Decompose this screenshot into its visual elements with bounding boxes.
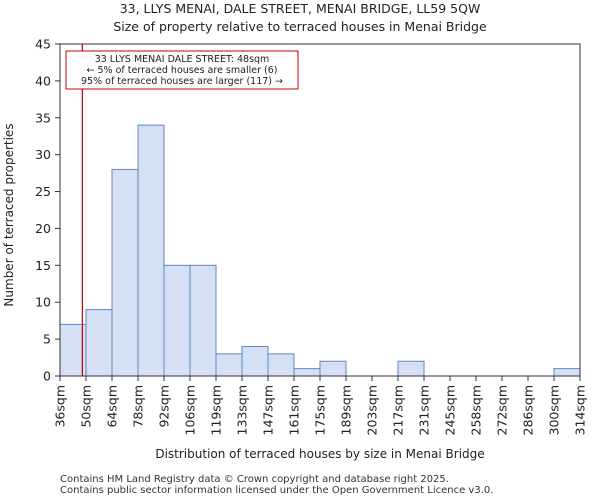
- x-tick-label-189sqm: 189sqm: [339, 385, 354, 435]
- x-axis: 36sqm 50sqm 64sqm 78sqm 92sqm 106sqm 119sqm 133…: [53, 376, 588, 435]
- x-tick-label-92sqm: 92sqm: [157, 385, 172, 428]
- y-axis: 0 5 10 15 20 25 30 35 40 45: [35, 37, 60, 384]
- chart-title: 33, LLYS MENAI, DALE STREET, MENAI BRIDG…: [120, 1, 481, 16]
- x-axis-label: Distribution of terraced houses by size …: [155, 447, 484, 461]
- chart-subtitle: Size of property relative to terraced ho…: [113, 19, 487, 34]
- x-tick-label-147sqm: 147sqm: [261, 385, 276, 435]
- x-tick-label-203sqm: 203sqm: [365, 385, 380, 435]
- bar-106sqm: [189, 264, 217, 377]
- bar-78sqm: [137, 124, 165, 377]
- x-tick-label-217sqm: 217sqm: [391, 385, 406, 435]
- annotation-line-2: ← 5% of terraced houses are smaller (6): [87, 65, 278, 76]
- y-tick-label-15: 15: [35, 258, 51, 273]
- x-tick-label-258sqm: 258sqm: [469, 385, 484, 435]
- x-tick-label-161sqm: 161sqm: [287, 385, 302, 435]
- y-tick-label-10: 10: [35, 295, 51, 310]
- bar-161sqm: [293, 368, 321, 377]
- x-tick-label-175sqm: 175sqm: [313, 385, 328, 435]
- plot-frame: [59, 43, 581, 377]
- footer-line-1: Contains HM Land Registry data © Crown c…: [60, 474, 449, 485]
- y-axis-label: Number of terraced properties: [2, 123, 16, 306]
- bars-group: [59, 124, 581, 377]
- annotation-frame: [65, 50, 299, 90]
- x-tick-label-300sqm: 300sqm: [547, 385, 562, 435]
- x-tick-label-78sqm: 78sqm: [131, 385, 146, 428]
- annotation-line-1: 33 LLYS MENAI DALE STREET: 48sqm: [95, 54, 270, 65]
- bar-147sqm: [267, 353, 295, 377]
- bar-133sqm: [241, 345, 269, 377]
- annotation-box: 33 LLYS MENAI DALE STREET: 48sqm ← 5% of…: [65, 50, 299, 90]
- x-tick-label-64sqm: 64sqm: [105, 385, 120, 428]
- bar-217sqm: [397, 360, 425, 377]
- x-tick-label-36sqm: 36sqm: [53, 385, 68, 428]
- y-tick-label-45: 45: [35, 37, 51, 52]
- y-tick-label-30: 30: [35, 147, 51, 162]
- x-tick-label-231sqm: 231sqm: [417, 385, 432, 435]
- x-tick-label-245sqm: 245sqm: [443, 385, 458, 435]
- bar-119sqm: [215, 353, 243, 377]
- y-tick-label-25: 25: [35, 184, 51, 199]
- y-tick-label-40: 40: [35, 73, 51, 88]
- bar-175sqm: [319, 360, 347, 377]
- bar-300sqm: [553, 368, 581, 377]
- x-tick-label-272sqm: 272sqm: [495, 385, 510, 435]
- bar-92sqm: [163, 264, 191, 377]
- bar-50sqm: [85, 309, 113, 377]
- x-tick-label-133sqm: 133sqm: [235, 385, 250, 435]
- y-tick-label-0: 0: [43, 369, 51, 384]
- x-tick-label-50sqm: 50sqm: [79, 385, 94, 428]
- bar-64sqm: [111, 168, 139, 377]
- x-tick-label-286sqm: 286sqm: [521, 385, 536, 435]
- y-tick-label-35: 35: [35, 110, 51, 125]
- footer-line-2: Contains public sector information licen…: [60, 485, 494, 496]
- x-tick-label-119sqm: 119sqm: [209, 385, 224, 435]
- y-tick-label-5: 5: [43, 332, 51, 347]
- annotation-line-3: 95% of terraced houses are larger (117) …: [81, 76, 283, 87]
- y-tick-label-20: 20: [35, 221, 51, 236]
- x-tick-label-314sqm: 314sqm: [573, 385, 588, 435]
- footer: Contains HM Land Registry data © Crown c…: [60, 474, 493, 496]
- x-tick-label-106sqm: 106sqm: [183, 385, 198, 435]
